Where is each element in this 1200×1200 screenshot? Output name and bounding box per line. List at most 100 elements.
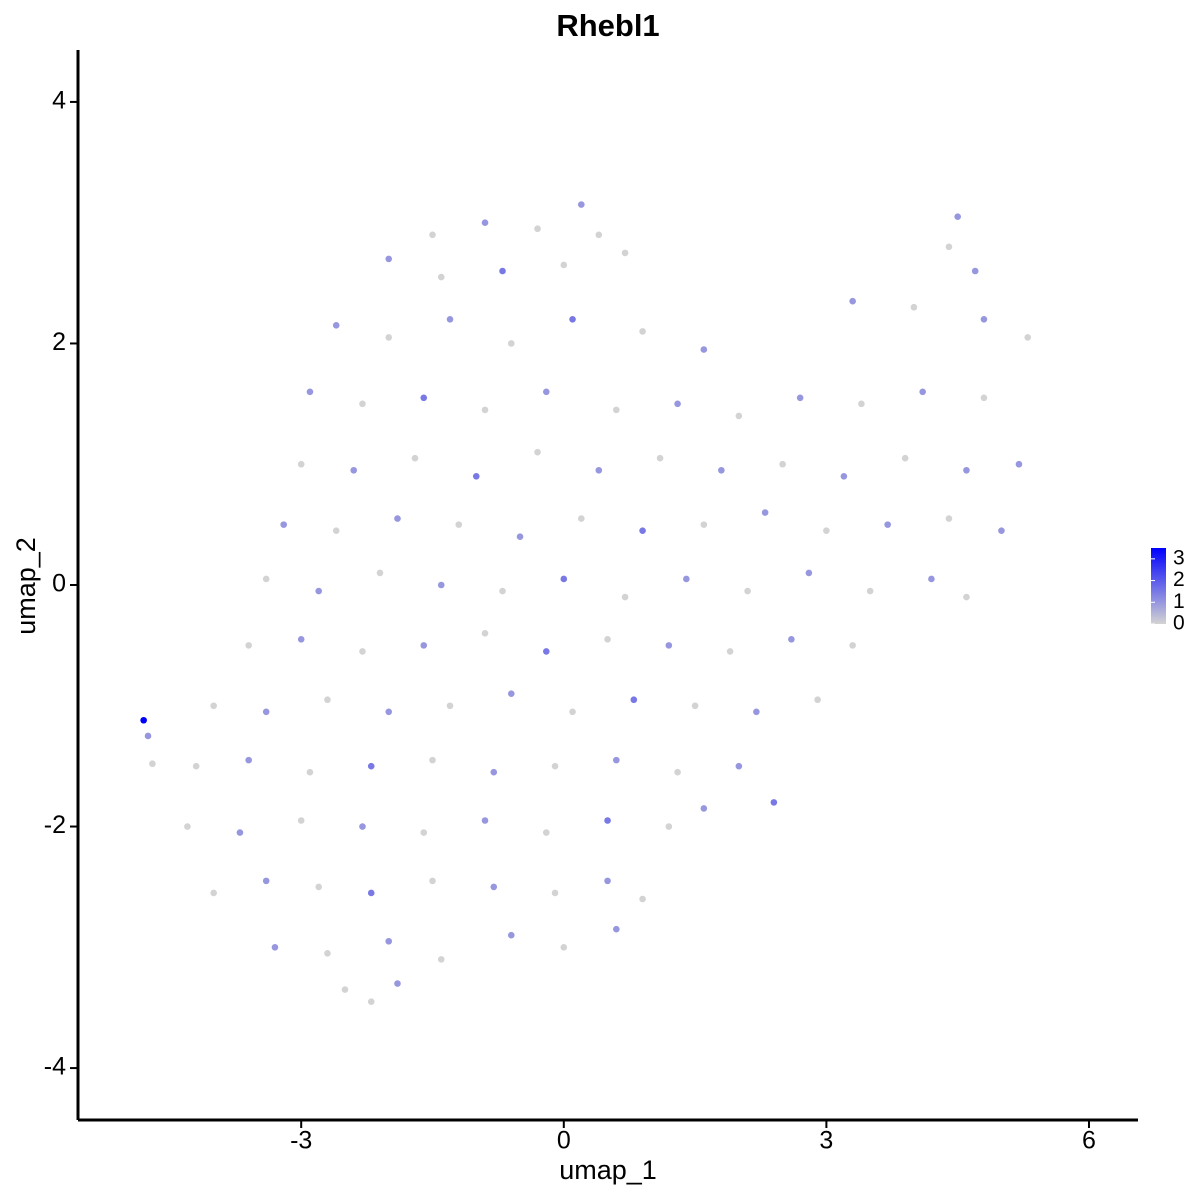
point [446,316,454,323]
point [551,889,559,897]
point [262,575,270,583]
point [604,636,611,643]
point [394,515,401,522]
point [420,642,428,649]
point [945,515,953,522]
point [394,980,401,987]
point [560,944,568,951]
point [578,201,585,208]
point [954,213,961,220]
point [385,937,393,945]
x-tick-label: 6 [1082,1127,1096,1155]
point [683,575,690,583]
point [569,316,576,323]
point [297,460,305,468]
point [595,231,603,239]
point [332,527,340,534]
point [796,394,804,402]
y-tick-label: 4 [52,87,66,115]
point [437,956,445,963]
point [144,732,152,740]
point [534,448,541,456]
point [210,702,217,710]
point [437,581,445,589]
point [1024,334,1032,341]
point [560,575,568,583]
point [971,267,979,275]
point [359,648,366,655]
point [700,521,708,528]
point [297,636,305,643]
point [350,466,358,474]
point [367,762,375,770]
point [858,400,865,408]
point [262,877,270,885]
point [481,219,489,226]
colorbar [1151,548,1166,624]
point [656,454,664,462]
point [245,642,252,649]
colorbar-label: 2 [1173,568,1185,591]
x-tick-label: 3 [819,1127,833,1155]
point [788,636,795,643]
point [639,527,646,534]
point [779,460,786,468]
point [306,768,314,776]
point [613,406,620,414]
point [429,756,436,764]
point [770,799,778,806]
point [499,587,506,595]
colorbar-label: 1 [1173,590,1185,613]
point [280,521,287,528]
point [385,334,393,341]
point [613,756,620,764]
point [595,466,603,474]
point [306,388,314,396]
point [341,986,349,993]
point [805,569,813,577]
point [367,889,375,897]
y-tick-label: 0 [52,570,66,598]
point [700,346,708,353]
point [866,587,874,595]
point [849,297,856,305]
point [481,817,489,824]
y-tick-label: 2 [52,328,66,356]
point [569,708,576,716]
point [840,473,848,480]
point [735,762,743,770]
point [516,533,524,540]
point [691,702,699,710]
point [184,823,191,830]
point [332,322,340,329]
point [210,889,217,897]
point [823,527,830,534]
colorbar-label: 0 [1173,612,1185,635]
point [928,575,935,583]
point [429,877,436,885]
point [472,473,480,480]
point [192,762,200,770]
point [718,466,725,474]
point [630,696,638,704]
point [140,716,147,724]
point [910,303,918,311]
point [507,690,515,697]
point [359,823,366,830]
chart-title: Rhebl1 [556,8,659,43]
point [297,817,305,824]
point [551,762,559,770]
point [639,328,646,335]
point [761,509,769,516]
point [385,255,393,263]
y-axis-label: umap_2 [11,537,41,635]
point [744,587,751,595]
point [315,883,323,891]
point [578,515,585,522]
point [420,394,428,402]
point [814,696,821,704]
point [429,231,436,239]
point [700,805,708,812]
